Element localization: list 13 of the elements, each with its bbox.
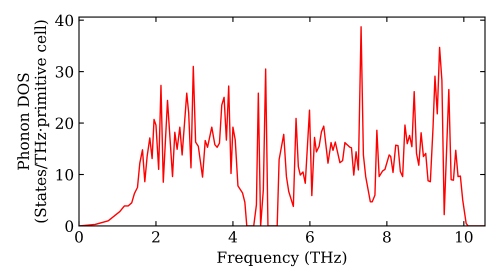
y-tick-label: 10 <box>56 168 74 181</box>
y-tick-label: 30 <box>56 66 74 78</box>
y-tick-label: 20 <box>56 118 74 130</box>
y-axis-title: Phonon DOS (States/THz·primitive cell) <box>17 20 50 223</box>
y-tick-label: 0 <box>65 220 74 232</box>
x-axis-title: Frequency (THz) <box>217 251 346 266</box>
x-tick-label: 6 <box>306 231 314 243</box>
x-tick-label: 0 <box>75 231 83 243</box>
y-tick-label: 40 <box>55 14 74 26</box>
x-tick-label: 2 <box>152 231 160 242</box>
x-tick-label: 4 <box>228 231 238 242</box>
x-tick-label: 10 <box>456 231 473 243</box>
x-tick-label: 8 <box>383 231 391 243</box>
